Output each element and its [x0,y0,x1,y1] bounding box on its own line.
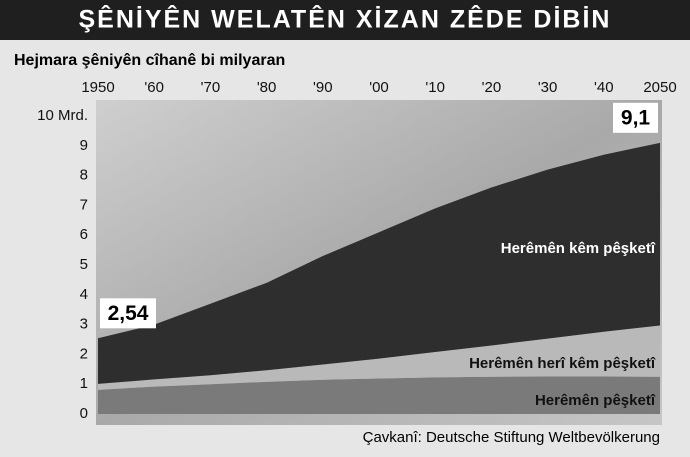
series-label: Herêmên kêm pêşketî [501,240,656,257]
y-tick-label: 2 [80,345,88,362]
y-tick-label: 8 [80,167,88,184]
source: Çavkanî: Deutsche Stiftung Weltbevölkeru… [363,429,660,446]
y-tick-label: 3 [80,316,88,333]
x-tick-label: 2050 [643,79,676,96]
series-label: Herêmên pêşketî [535,392,656,409]
area [98,325,660,390]
subtitle: Hejmara şêniyên cîhanê bi milyaran [14,52,285,69]
annotation: 9,1 [621,106,651,129]
chart-title: ŞÊNİYÊN WELATÊN XİZAN ZÊDE DİBİN [78,4,611,34]
x-tick-label: '30 [538,79,558,96]
area [98,376,660,414]
x-tick-label: '90 [313,79,333,96]
y-tick-label: 10 Mrd. [37,107,88,124]
y-tick-label: 4 [80,286,88,303]
annotation-box [100,298,156,329]
x-tick-label: '20 [482,79,502,96]
y-tick-label: 7 [80,196,88,213]
x-tick-label: '00 [369,79,389,96]
x-tick-label: 1950 [81,79,114,96]
x-tick-label: '10 [425,79,445,96]
y-tick-label: 9 [80,137,88,154]
annotation-box [613,102,658,133]
x-tick-label: '60 [144,79,164,96]
y-tick-label: 6 [80,226,88,243]
x-tick-label: '70 [201,79,221,96]
y-tick-label: 5 [80,256,88,273]
y-tick-label: 1 [80,375,88,392]
title-bar [0,0,690,40]
annotation: 2,54 [108,302,149,325]
y-tick-label: 0 [80,405,88,422]
area [98,142,660,384]
x-tick-label: '40 [594,79,614,96]
series-label: Herêmên herî kêm pêşketî [469,355,656,372]
x-tick-label: '80 [257,79,277,96]
